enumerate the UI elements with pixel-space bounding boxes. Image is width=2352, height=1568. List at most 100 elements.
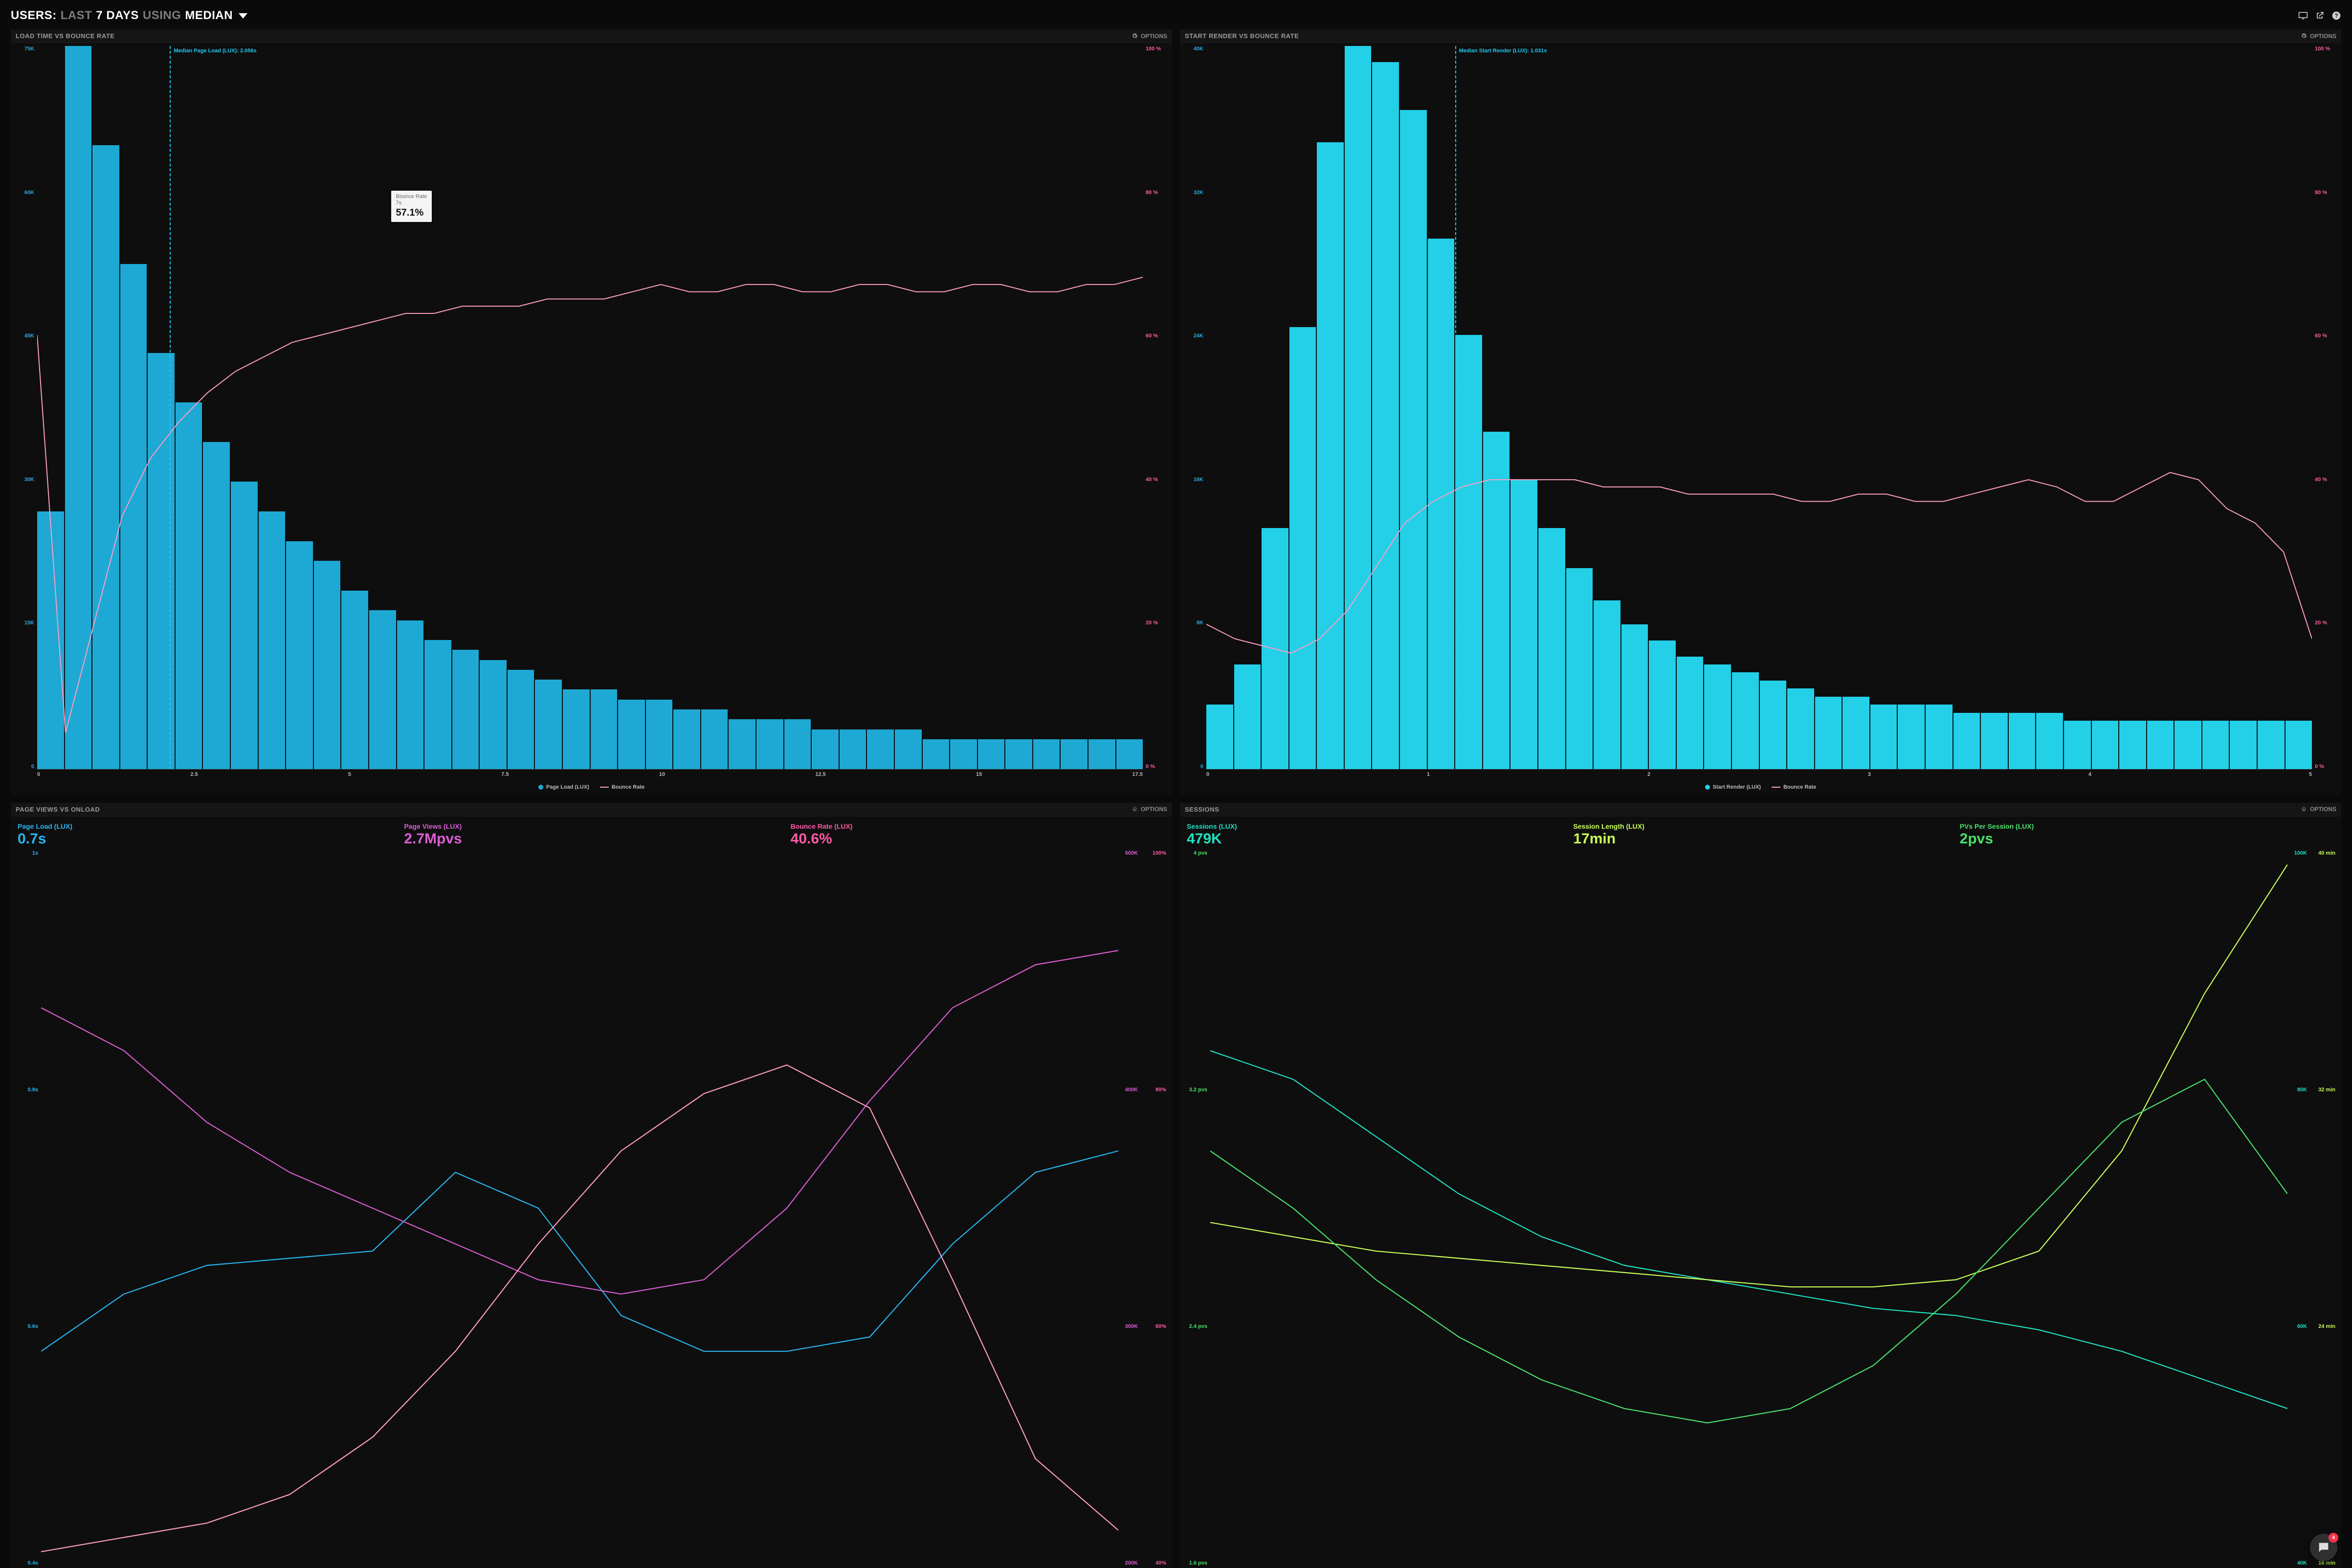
y-left-tick: 2.4 pvs — [1185, 1324, 1207, 1329]
x-tick: 15 — [976, 772, 982, 781]
metric-value: 40.6% — [791, 831, 1165, 847]
metric-label: Bounce Rate (LUX) — [791, 822, 1165, 830]
header-icon-group: ? — [2298, 11, 2341, 21]
legend-swatch — [600, 787, 609, 788]
options-button[interactable]: OPTIONS — [2301, 806, 2336, 813]
metric-label: Session Length (LUX) — [1573, 822, 1948, 830]
x-tick: 4 — [2088, 772, 2091, 781]
options-button[interactable]: OPTIONS — [2301, 33, 2336, 40]
series-line — [1210, 864, 2287, 1287]
y-right-tick: 60 % — [2315, 333, 2336, 339]
y-right-tick: 0 % — [2315, 764, 2336, 770]
dashboard-title-dropdown[interactable]: USERS:LAST7 DAYSUSINGMEDIAN — [11, 9, 247, 22]
kpi-metric[interactable]: Page Views (LUX)2.7Mpvs — [404, 822, 778, 847]
chevron-down-icon[interactable] — [239, 13, 247, 19]
options-button[interactable]: OPTIONS — [1132, 806, 1167, 813]
legend-swatch — [1772, 787, 1780, 788]
kpi-metric[interactable]: Sessions (LUX)479K — [1187, 822, 1561, 847]
y-left-tick: 0.8s — [16, 1087, 38, 1093]
y-right-tick: 100K — [2287, 850, 2307, 856]
chart-plot-area[interactable]: Median Page Load (LUX): 2.056sBounce Rat… — [37, 46, 1143, 770]
y-right-tick: 40% — [1142, 1560, 1166, 1566]
y-left-tick: 3.2 pvs — [1185, 1087, 1207, 1093]
options-label: OPTIONS — [2310, 806, 2336, 813]
legend-item[interactable]: Bounce Rate — [600, 784, 644, 790]
options-label: OPTIONS — [2310, 33, 2336, 40]
svg-text:?: ? — [2334, 13, 2338, 19]
options-button[interactable]: OPTIONS — [1132, 33, 1167, 40]
y-right-tick: 100% — [1142, 850, 1166, 856]
metric-value: 479K — [1187, 831, 1561, 847]
title-segment: USING — [143, 9, 181, 22]
y-left-tick: 0 — [1185, 764, 1203, 770]
x-tick: 5 — [2309, 772, 2312, 781]
y-right-tick: 500K — [1118, 850, 1138, 856]
x-tick: 2 — [1647, 772, 1650, 781]
y-right-tick: 400K — [1118, 1087, 1138, 1093]
y-left-tick: 30K — [16, 477, 34, 483]
y-right-tick: 20 % — [1146, 620, 1167, 626]
y-right-tick: 24 min — [2311, 1324, 2335, 1329]
x-tick: 1 — [1427, 772, 1430, 781]
kpi-metric[interactable]: Session Length (LUX)17min — [1573, 822, 1948, 847]
panel-render-vs-bounce: START RENDER VS BOUNCE RATEOPTIONS40K32K… — [1180, 29, 2341, 795]
median-marker-line — [1455, 46, 1456, 769]
panel-grid: LOAD TIME VS BOUNCE RATEOPTIONS75K60K45K… — [11, 29, 2341, 1568]
legend-item[interactable]: Start Render (LUX) — [1705, 784, 1761, 790]
legend-swatch — [1705, 785, 1710, 790]
kpi-metric[interactable]: PVs Per Session (LUX)2pvs — [1960, 822, 2334, 847]
x-tick: 2.5 — [190, 772, 198, 781]
panel-title: LOAD TIME VS BOUNCE RATE — [16, 32, 114, 40]
y-left-tick: 4 pvs — [1185, 850, 1207, 856]
y-left-tick: 0.4s — [16, 1560, 38, 1566]
help-icon[interactable]: ? — [2331, 11, 2341, 21]
legend-item[interactable]: Page Load (LUX) — [538, 784, 589, 790]
series-line — [41, 1065, 1118, 1552]
legend-label: Bounce Rate — [1783, 784, 1816, 790]
chart-plot-area[interactable] — [41, 850, 1118, 1566]
legend-swatch — [538, 785, 543, 790]
series-line — [1210, 1051, 2287, 1409]
legend-label: Bounce Rate — [612, 784, 644, 790]
chat-widget-button[interactable]: 4 — [2310, 1534, 2337, 1561]
y-left-tick: 45K — [16, 333, 34, 339]
monitor-icon[interactable] — [2298, 11, 2308, 21]
options-label: OPTIONS — [1141, 33, 1167, 40]
legend-item[interactable]: Bounce Rate — [1772, 784, 1816, 790]
chart-plot-area[interactable]: Median Start Render (LUX): 1.031s — [1206, 46, 2312, 770]
x-tick: 12.5 — [815, 772, 825, 781]
title-segment: LAST — [61, 9, 92, 22]
y-left-tick: 24K — [1185, 333, 1203, 339]
y-left-tick: 0 — [16, 764, 34, 770]
bounce-rate-line — [37, 46, 1143, 769]
y-right-tick: 0 % — [1146, 764, 1167, 770]
median-marker-label: Median Start Render (LUX): 1.031s — [1459, 48, 1547, 54]
median-marker-line — [170, 46, 171, 769]
metric-value: 2pvs — [1960, 831, 2334, 847]
series-line — [1210, 1079, 2287, 1423]
gear-icon — [1132, 33, 1138, 39]
metric-value: 17min — [1573, 831, 1948, 847]
kpi-metric[interactable]: Page Load (LUX)0.7s — [18, 822, 392, 847]
share-icon[interactable] — [2315, 11, 2325, 21]
y-right-tick: 80% — [1142, 1087, 1166, 1093]
title-segment: 7 DAYS — [96, 9, 139, 22]
median-marker-label: Median Page Load (LUX): 2.056s — [174, 48, 256, 54]
gear-icon — [2301, 806, 2307, 813]
y-right-tick: 60 % — [1146, 333, 1167, 339]
x-tick: 0 — [37, 772, 40, 781]
y-right-tick: 300K — [1118, 1324, 1138, 1329]
chat-notification-badge: 4 — [2329, 1533, 2338, 1543]
y-left-tick: 8K — [1185, 620, 1203, 626]
x-tick: 3 — [1868, 772, 1871, 781]
chart-plot-area[interactable] — [1210, 850, 2287, 1566]
x-tick: 5 — [348, 772, 351, 781]
y-right-tick: 200K — [1118, 1560, 1138, 1566]
y-right-tick: 32 min — [2311, 1087, 2335, 1093]
x-tick: 7.5 — [501, 772, 509, 781]
metric-label: PVs Per Session (LUX) — [1960, 822, 2334, 830]
y-left-tick: 15K — [16, 620, 34, 626]
title-segment: MEDIAN — [185, 9, 233, 22]
panel-pv-vs-onload: PAGE VIEWS VS ONLOADOPTIONSPage Load (LU… — [11, 803, 1172, 1568]
kpi-metric[interactable]: Bounce Rate (LUX)40.6% — [791, 822, 1165, 847]
